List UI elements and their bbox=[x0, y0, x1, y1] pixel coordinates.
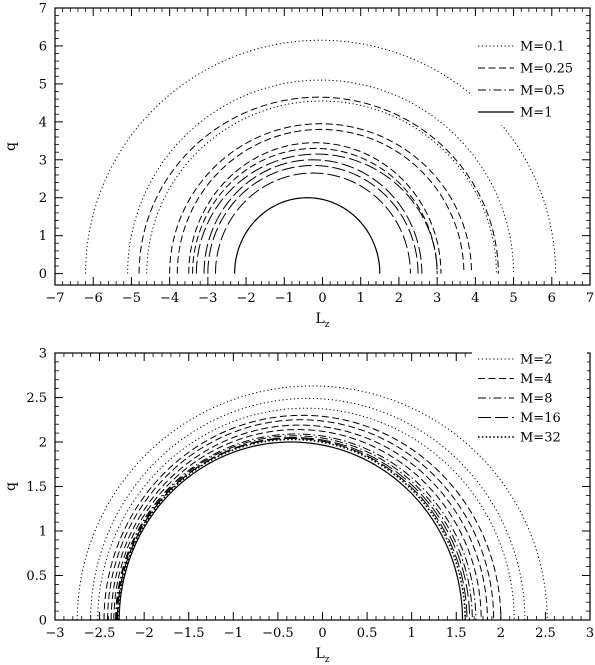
legend-label: M=4 bbox=[520, 372, 552, 387]
curve-dotted bbox=[76, 385, 548, 620]
x-tick-label: 6 bbox=[548, 291, 556, 306]
x-tick-label: −3 bbox=[45, 626, 64, 641]
x-tick-label: 1.5 bbox=[446, 626, 467, 641]
legend-label: M=16 bbox=[520, 411, 561, 426]
legend-label: M=1 bbox=[520, 106, 552, 121]
curve-solid bbox=[234, 197, 381, 274]
x-tick-label: −1 bbox=[275, 291, 294, 306]
curve-long-dash bbox=[116, 437, 468, 620]
x-tick-label: 4 bbox=[471, 291, 479, 306]
y-tick-label: 2 bbox=[39, 191, 47, 206]
curve-short-dash bbox=[192, 147, 438, 274]
curve-short-dash bbox=[113, 429, 482, 620]
x-tick-label: −7 bbox=[45, 291, 64, 306]
curve-long-dash bbox=[203, 159, 423, 274]
x-tick-label: 0 bbox=[318, 291, 326, 306]
x-tick-label: −2.5 bbox=[84, 626, 116, 641]
x-axis-label: Lz bbox=[315, 646, 329, 665]
legend-label: M=8 bbox=[520, 392, 552, 407]
curve-short-dash bbox=[138, 96, 499, 274]
y-axis-label: q bbox=[3, 142, 19, 151]
x-tick-label: −2 bbox=[135, 626, 154, 641]
x-tick-label: 2 bbox=[497, 626, 505, 641]
curve-solid bbox=[118, 441, 464, 620]
legend: M=0.1 M=0.25 M=0.5 M=1 bbox=[472, 35, 587, 125]
x-tick-label: 3 bbox=[433, 291, 441, 306]
x-tick-label: 7 bbox=[586, 291, 594, 306]
x-tick-label: −5 bbox=[122, 291, 141, 306]
x-axis-label-subscript: z bbox=[325, 655, 330, 665]
x-tick-label: 3 bbox=[586, 626, 594, 641]
curve-dash-dot bbox=[115, 433, 477, 620]
legend-label: M=32 bbox=[520, 431, 561, 446]
legend: M=2 M=4 M=8 M=16 M=32 bbox=[472, 348, 587, 448]
y-tick-label: 0.5 bbox=[26, 569, 47, 584]
curve-heavy-dotted bbox=[117, 438, 466, 620]
series-group bbox=[76, 385, 548, 620]
curve-short-dash bbox=[103, 414, 502, 620]
x-tick-label: −1 bbox=[224, 626, 243, 641]
y-tick-label: 2 bbox=[39, 436, 47, 451]
y-tick-label: 1.5 bbox=[26, 480, 47, 495]
x-tick-label: −6 bbox=[84, 291, 103, 306]
legend-background bbox=[472, 35, 587, 125]
curve-short-dash bbox=[176, 128, 465, 274]
series-group bbox=[85, 39, 557, 274]
legend-background bbox=[472, 348, 587, 448]
y-tick-label: 5 bbox=[39, 77, 47, 92]
legend-label: M=0.1 bbox=[520, 40, 565, 55]
y-tick-label: 1 bbox=[39, 229, 47, 244]
curve-short-dash bbox=[169, 123, 473, 274]
x-tick-label: −1.5 bbox=[173, 626, 205, 641]
curve-short-dash bbox=[107, 419, 495, 620]
y-tick-label: 4 bbox=[39, 115, 47, 130]
y-tick-label: 0 bbox=[39, 267, 47, 282]
curve-long-dash bbox=[207, 164, 419, 274]
x-tick-label: −4 bbox=[160, 291, 179, 306]
curve-dotted bbox=[127, 79, 515, 274]
x-tick-label: 2 bbox=[395, 291, 403, 306]
y-tick-label: 0 bbox=[39, 614, 47, 629]
y-tick-label: 3 bbox=[39, 347, 47, 362]
bottom-panel: −3 −2.5 −2 −1.5 −1 −0.5 0 0.5 1 1.5 2 2.5 3 0 0.5 1 1.5 2… bbox=[3, 347, 594, 665]
curve-long-dash bbox=[116, 437, 471, 620]
y-tick-label: 2.5 bbox=[26, 391, 47, 406]
legend-label: M=0.5 bbox=[520, 84, 565, 99]
x-tick-label: 2.5 bbox=[535, 626, 556, 641]
top-panel: −7 −6 −5 −4 −3 −2 −1 0 1 2 3 4 5 6 701234567LzqM=0.1M=… bbox=[3, 2, 594, 331]
y-tick-label: 1 bbox=[39, 525, 47, 540]
curve-dotted bbox=[85, 39, 557, 274]
x-tick-label: 1 bbox=[357, 291, 365, 306]
x-tick-label: 1 bbox=[408, 626, 416, 641]
x-axis-label-subscript: z bbox=[325, 320, 330, 330]
curve-dotted bbox=[97, 407, 515, 620]
x-tick-label: −0.5 bbox=[262, 626, 294, 641]
curve-dash-dot bbox=[116, 435, 473, 620]
y-tick-label: 6 bbox=[39, 39, 47, 54]
x-axis-label: Lz bbox=[315, 311, 329, 330]
x-tick-label: 5 bbox=[509, 291, 517, 306]
y-tick-label: 7 bbox=[39, 2, 47, 17]
curve-long-dash bbox=[215, 172, 411, 274]
legend-label: M=2 bbox=[520, 353, 552, 368]
x-tick-label: −3 bbox=[198, 291, 217, 306]
legend-label: M=0.25 bbox=[520, 62, 573, 77]
curve-short-dash bbox=[188, 142, 442, 274]
curve-long-dash bbox=[195, 153, 438, 274]
y-axis-label: q bbox=[3, 482, 19, 491]
y-tick-label: 3 bbox=[39, 153, 47, 168]
x-tick-label: −2 bbox=[236, 291, 255, 306]
curve-short-dash bbox=[110, 424, 488, 620]
x-tick-label: 0 bbox=[318, 626, 326, 641]
x-tick-label: 0.5 bbox=[357, 626, 378, 641]
